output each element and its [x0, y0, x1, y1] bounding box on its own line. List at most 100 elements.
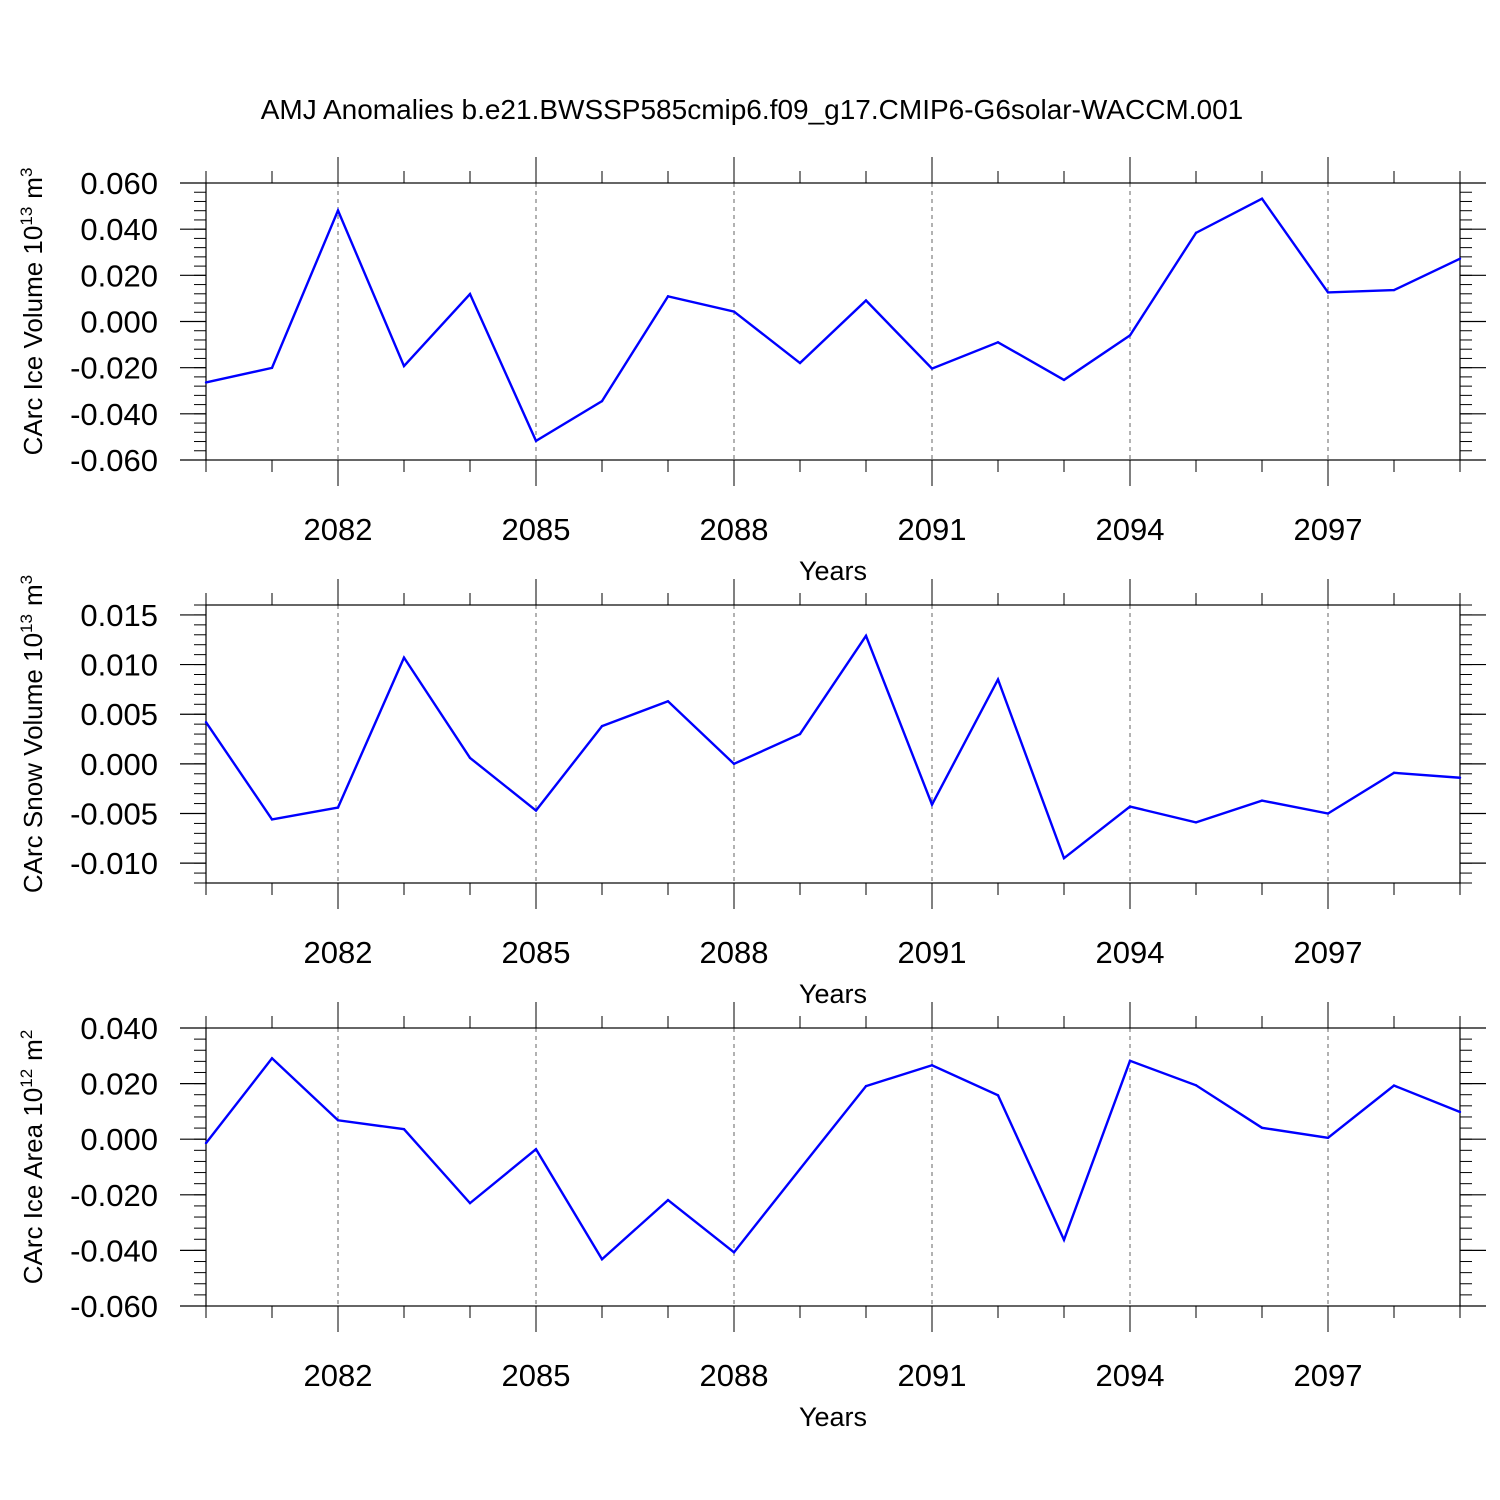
y-tick-label: -0.010 [70, 846, 158, 881]
data-point [930, 1064, 934, 1067]
data-point [402, 1127, 406, 1131]
data-point [666, 295, 670, 298]
y-axis-label-text: CArc Ice Volume 10 [18, 226, 48, 456]
y-axis-label: CArc Ice Area 1012 m2 [17, 1030, 48, 1285]
data-point [1326, 812, 1330, 815]
x-tick-label: 2088 [700, 512, 769, 547]
data-point [996, 1094, 1000, 1097]
y-tick-label: -0.060 [70, 1289, 158, 1324]
y-axis-label-unit-exponent: 3 [17, 168, 36, 177]
data-point [270, 1057, 274, 1060]
data-point [534, 439, 538, 443]
x-tick-label: 2085 [502, 1358, 571, 1393]
data-point [1392, 1084, 1396, 1087]
data-point [996, 341, 1000, 344]
plot-frame [205, 604, 1461, 884]
data-point [798, 1167, 802, 1171]
data-point [1128, 334, 1132, 337]
data-point [468, 1201, 472, 1205]
data-point [864, 634, 868, 637]
data-point [600, 724, 604, 728]
data-point [930, 803, 934, 806]
y-axis-label: CArc Snow Volume 1013 m3 [17, 575, 48, 893]
data-point [402, 656, 406, 659]
y-axis-label-unit: m [18, 584, 48, 606]
data-point [996, 678, 1000, 681]
x-tick-label: 2091 [898, 1358, 967, 1393]
x-tick-label: 2088 [700, 935, 769, 970]
data-point [1062, 378, 1066, 382]
data-point [1392, 288, 1396, 292]
data-point [1260, 197, 1264, 200]
panel-2: 0.015 0.010 0.005 0.000 -0.005 -0.010 2082 2085… [17, 575, 1486, 1009]
data-point [732, 762, 736, 766]
data-point [798, 732, 802, 736]
y-tick-label: -0.060 [70, 443, 158, 478]
data-point [1458, 776, 1462, 779]
y-axis-label-exponent: 13 [17, 207, 36, 226]
data-point [1194, 821, 1198, 824]
y-tick-label: 0.015 [80, 598, 158, 633]
x-tick-label: 2094 [1096, 512, 1165, 547]
x-tick-label: 2085 [502, 935, 571, 970]
data-point [270, 818, 274, 821]
data-point [600, 399, 604, 403]
y-axis-label: CArc Ice Volume 1013 m3 [17, 168, 48, 456]
data-point [732, 1251, 736, 1254]
x-tick-label: 2082 [304, 1358, 373, 1393]
data-point [534, 809, 538, 812]
data-point [270, 366, 274, 370]
x-tick-label: 2082 [304, 512, 373, 547]
data-point [1458, 257, 1462, 260]
y-tick-label: -0.020 [70, 1178, 158, 1213]
y-tick-label: -0.005 [70, 797, 158, 832]
y-tick-label: 0.000 [80, 305, 158, 340]
y-axis-label-exponent: 12 [17, 1069, 36, 1088]
y-tick-label: 0.040 [80, 212, 158, 247]
panel-3: 0.040 0.020 0.000 -0.020 -0.040 -0.060 2082 208… [17, 1002, 1486, 1432]
series-line [205, 1056, 1461, 1262]
data-point [1260, 1126, 1264, 1130]
y-axis-label-unit: m [18, 1039, 48, 1061]
x-tick-label: 2094 [1096, 1358, 1165, 1393]
data-point [1194, 231, 1198, 235]
y-axis-label-exponent: 13 [17, 614, 36, 633]
data-point [1458, 1110, 1462, 1114]
plot-frame [205, 182, 1461, 461]
y-axis-label-text: CArc Snow Volume 10 [18, 633, 48, 893]
x-axis-label: Years [799, 1402, 867, 1432]
data-point [1326, 291, 1330, 294]
data-point [402, 364, 406, 368]
data-point [864, 299, 868, 302]
data-point [798, 361, 802, 365]
data-point [336, 806, 340, 809]
data-point [1194, 1084, 1198, 1087]
data-point [1326, 1136, 1330, 1140]
data-point [1062, 1238, 1066, 1242]
data-point [1062, 856, 1066, 860]
data-point [1392, 771, 1396, 774]
data-point [336, 209, 340, 212]
x-tick-label: 2091 [898, 935, 967, 970]
data-point [1260, 799, 1264, 802]
y-tick-label: 0.000 [80, 747, 158, 782]
data-point [468, 292, 472, 296]
data-point [336, 1119, 340, 1122]
y-tick-label: 0.020 [80, 258, 158, 293]
x-tick-label: 2088 [700, 1358, 769, 1393]
data-point [666, 1198, 670, 1202]
y-tick-label: 0.060 [80, 166, 158, 201]
x-tick-label: 2094 [1096, 935, 1165, 970]
y-axis-label-text: CArc Ice Area 10 [18, 1088, 48, 1285]
y-tick-label: 0.020 [80, 1067, 158, 1102]
y-axis-label-unit-exponent: 2 [17, 1030, 36, 1039]
x-axis-label: Years [799, 979, 867, 1009]
y-tick-label: 0.040 [80, 1011, 158, 1046]
plot-frame [205, 1027, 1461, 1307]
x-tick-label: 2097 [1294, 935, 1363, 970]
y-axis-label-unit-exponent: 3 [17, 575, 36, 584]
x-tick-label: 2097 [1294, 1358, 1363, 1393]
y-axis-label-unit: m [18, 177, 48, 199]
data-point [930, 367, 934, 370]
